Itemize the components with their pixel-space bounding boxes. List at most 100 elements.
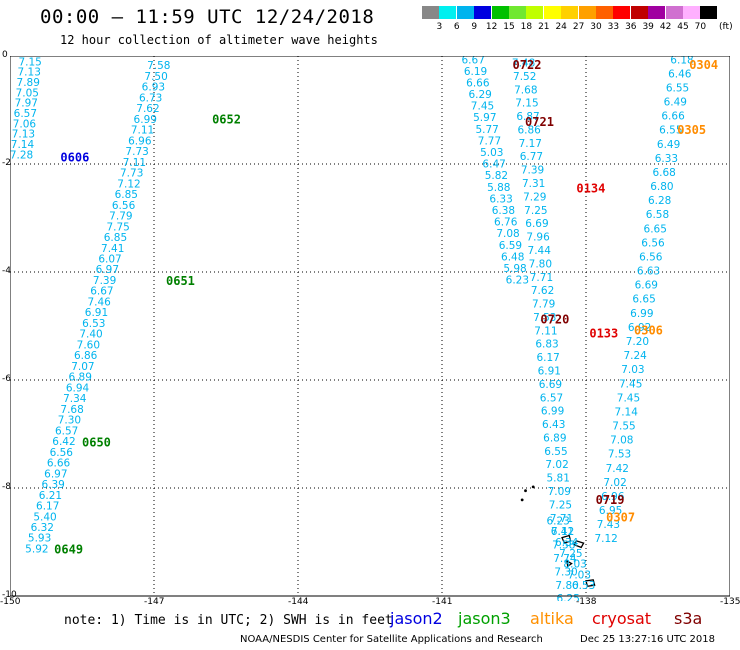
swh-value: 7.03 — [568, 569, 591, 581]
swh-value: 6.86 — [517, 124, 541, 136]
swh-value: 5.92 — [25, 543, 48, 555]
swh-value: 7.31 — [522, 178, 545, 190]
swh-value: 7.02 — [545, 459, 568, 471]
map-title: 00:00 – 11:59 UTC 12/24/2018 — [40, 6, 375, 28]
swh-value: 6.56 — [639, 251, 663, 263]
credit-line: NOAA/NESDIS Center for Satellite Applica… — [240, 634, 543, 645]
swh-value: 7.73 — [125, 146, 148, 158]
swh-value: 6.17 — [536, 352, 559, 364]
pass-time-label: 0721 — [525, 115, 554, 129]
swh-value: 6.94 — [66, 382, 90, 394]
pass-time-label: 0606 — [60, 151, 89, 165]
swh-value: 6.99 — [630, 308, 653, 320]
atoll-dot — [520, 498, 524, 502]
pass-time-label: 0304 — [689, 58, 718, 72]
pass-time-label: 0133 — [589, 327, 618, 341]
swh-value: 7.80 — [555, 580, 578, 592]
swh-value: 7.97 — [15, 98, 38, 110]
island-outline — [561, 534, 572, 544]
swh-value: 7.17 — [519, 138, 542, 150]
swh-value: 6.87 — [516, 111, 539, 123]
swh-value: 7.60 — [77, 339, 100, 351]
x-tick-label: -150 — [0, 597, 21, 607]
colorbar-swatch — [526, 6, 544, 19]
swh-value: 6.85 — [115, 189, 138, 201]
swh-value: 6.33 — [489, 193, 512, 205]
y-tick-label: -8 — [2, 482, 11, 492]
swh-value: 6.25 — [557, 593, 580, 601]
swh-value: 6.53 — [82, 318, 105, 330]
swh-value: 6.56 — [112, 200, 136, 212]
swh-value: 7.05 — [16, 87, 39, 99]
swh-value: 6.59 — [499, 240, 522, 252]
swh-value: 7.14 — [11, 139, 35, 151]
swh-value: 6.56 — [641, 237, 665, 249]
swh-value: 6.93 — [142, 82, 165, 94]
swh-value: 7.34 — [63, 393, 87, 405]
colorbar-swatch — [596, 6, 613, 19]
colorbar-label: 15 — [503, 22, 515, 32]
swh-value: 6.07 — [98, 254, 121, 266]
swh-value: 7.68 — [60, 404, 83, 416]
swh-value: 7.06 — [13, 118, 37, 130]
island-outline — [585, 579, 596, 588]
swh-value: 6.96 — [601, 491, 625, 503]
swh-value: 6.95 — [599, 505, 622, 517]
swh-value: 6.69 — [539, 379, 562, 391]
colorbar-label: 36 — [625, 22, 637, 32]
swh-value: 6.39 — [41, 479, 64, 491]
colorbar-swatch — [561, 6, 579, 19]
swh-value: 7.30 — [554, 566, 577, 578]
swh-value: 7.45 — [617, 392, 640, 404]
pass-time-label: 0651 — [166, 274, 195, 288]
swh-value: 7.58 — [552, 540, 575, 552]
swh-value: 7.11 — [131, 125, 154, 137]
swh-value: 7.41 — [101, 243, 124, 255]
swh-value: 7.03 — [621, 364, 644, 376]
swh-value: 6.41 — [551, 526, 574, 538]
atoll-dot — [531, 485, 535, 489]
swh-value: 7.12 — [594, 533, 617, 545]
swh-value: 6.46 — [668, 68, 692, 80]
swh-value: 7.43 — [597, 519, 620, 531]
swh-value: 7.48 — [512, 57, 535, 69]
swh-value: 6.69 — [525, 218, 548, 230]
colorbar-label: 24 — [555, 22, 567, 32]
swh-value: 7.12 — [117, 178, 140, 190]
swh-value: 7.62 — [531, 285, 554, 297]
swh-value: 6.42 — [52, 436, 75, 448]
colorbar-label: 6 — [453, 22, 460, 32]
swh-value: 6.91 — [85, 307, 108, 319]
swh-value: 6.73 — [139, 92, 162, 104]
swh-value: 6.33 — [655, 153, 678, 165]
swh-value: 7.15 — [18, 56, 41, 68]
swh-value: 7.40 — [79, 329, 102, 341]
swh-tracks: 7.157.137.897.057.976.577.067.137.147.28… — [10, 56, 694, 601]
swh-value: 8.03 — [563, 559, 586, 571]
pass-time-label: 0305 — [677, 123, 706, 137]
swh-value: 7.02 — [603, 477, 626, 489]
swh-value: 6.63 — [637, 266, 660, 278]
swh-value: 6.23 — [506, 275, 529, 287]
satellite-legend-item: s3a — [674, 609, 703, 628]
swh-value: 6.56 — [50, 447, 74, 459]
colorbar-swatch — [700, 6, 718, 19]
pass-time-label: 0306 — [634, 323, 663, 337]
colorbar-swatch — [630, 6, 648, 19]
swh-value: 7.39 — [93, 275, 116, 287]
swh-value: 6.67 — [90, 286, 113, 298]
map-frame — [10, 56, 730, 597]
swh-value: 5.98 — [503, 263, 526, 275]
colorbar-swatch — [491, 6, 509, 19]
swh-value: 6.49 — [657, 139, 680, 151]
pass-time-label: 0650 — [82, 436, 111, 450]
swh-value: 7.09 — [548, 486, 571, 498]
swh-value: 6.34 — [555, 537, 579, 549]
colorbar-swatch — [474, 6, 492, 19]
swh-value: 7.53 — [608, 449, 631, 461]
swh-value: 7.29 — [523, 191, 546, 203]
y-tick-label: -4 — [2, 266, 11, 276]
swh-value: 6.66 — [661, 111, 685, 123]
swh-value: 7.13 — [18, 67, 41, 79]
swh-value: 6.76 — [494, 217, 518, 229]
